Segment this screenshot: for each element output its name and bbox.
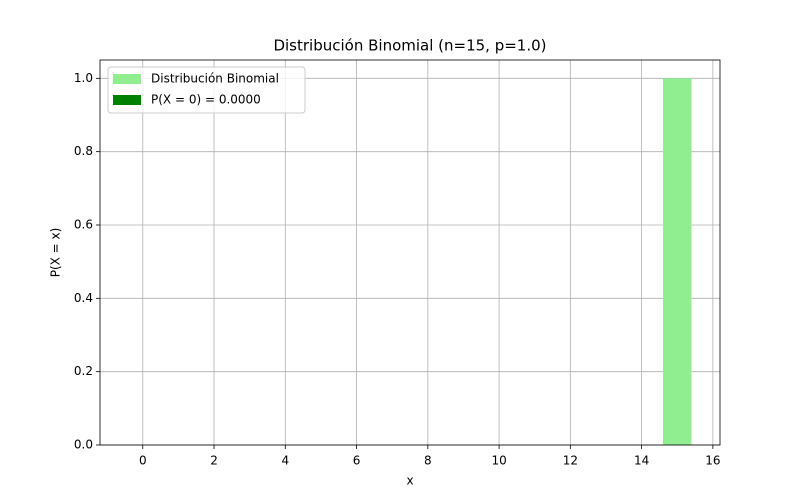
x-tick-label: 16 (705, 454, 720, 468)
x-tick-label: 2 (210, 454, 218, 468)
y-tick-label: 0.8 (74, 144, 93, 158)
x-tick-label: 14 (634, 454, 649, 468)
y-tick-label: 0.0 (74, 438, 93, 452)
x-axis-label: x (406, 474, 413, 488)
legend-label: Distribución Binomial (151, 72, 279, 86)
x-tick-label: 10 (491, 454, 506, 468)
legend-swatch (113, 74, 141, 84)
plot-frame (99, 59, 721, 446)
x-tick-label: 12 (563, 454, 578, 468)
legend: Distribución Binomial P(X = 0) = 0.0000 (107, 66, 306, 114)
y-tick-label: 1.0 (74, 71, 93, 85)
legend-box (107, 66, 306, 114)
bar (662, 78, 692, 445)
y-axis-label: P(X = x) (49, 228, 63, 278)
y-tick-label: 0.4 (74, 291, 93, 305)
x-tick-label: 4 (281, 454, 289, 468)
x-tick-label: 8 (424, 454, 432, 468)
y-tick-label: 0.6 (74, 218, 93, 232)
x-tick-label: 0 (139, 454, 147, 468)
legend-label: P(X = 0) = 0.0000 (151, 93, 261, 107)
x-tick-label: 6 (353, 454, 361, 468)
y-tick-label: 0.2 (74, 364, 93, 378)
chart-title: Distribución Binomial (n=15, p=1.0) (273, 37, 546, 55)
legend-swatch (113, 95, 141, 105)
